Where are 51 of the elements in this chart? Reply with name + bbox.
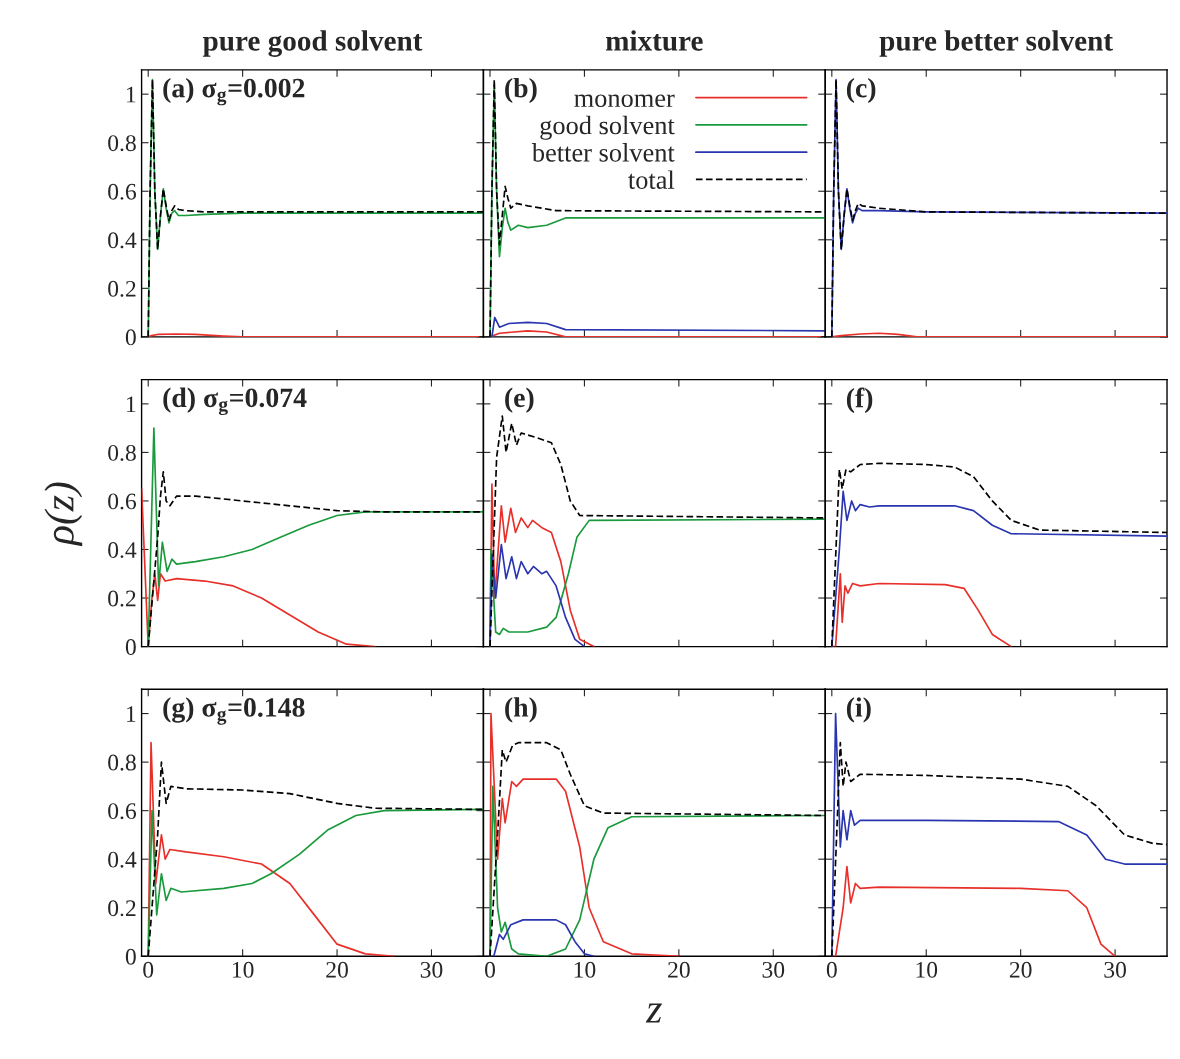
legend-label: better solvent [531, 143, 675, 162]
x-tick-label: 20 [326, 961, 348, 978]
annotation: (b) [505, 77, 537, 104]
annotation: (i) [846, 697, 871, 723]
line-series [147, 808, 484, 957]
y-tick-label: 0.4 [108, 232, 137, 249]
legend-label: good solvent [540, 115, 675, 140]
x-tick-label: 0 [485, 961, 496, 978]
x-tick-label: 20 [1009, 961, 1032, 978]
y-tick-label: 0.2 [108, 900, 136, 917]
chart-title: pure good solvent [202, 30, 423, 57]
y-tick-label: 0.8 [108, 444, 136, 461]
y-tick-label: 0.6 [108, 803, 137, 820]
y-tick-label: 1 [127, 86, 136, 103]
y-tick-label: 0.2 [108, 280, 136, 297]
x-tick-label: 10 [574, 961, 596, 978]
annotation: (e) [505, 387, 534, 413]
y-tick-label: 0 [125, 948, 136, 965]
x-tick-label: 30 [1104, 961, 1126, 978]
y-tick-label: 0.4 [108, 851, 137, 868]
annotation: (g) σ$_{g}$=0.148 [163, 697, 305, 725]
chart-title: pure better solvent [879, 30, 1113, 57]
y-tick-label: 0 [125, 639, 136, 655]
annotation: (f) [846, 387, 873, 414]
y-tick-label: 1 [127, 396, 136, 413]
x-tick-label: 30 [762, 961, 785, 978]
annotation: (h) [505, 697, 537, 723]
y-tick-label: 0.2 [108, 590, 136, 607]
x-tick-label: 30 [420, 961, 443, 978]
y-tick-label: 0.8 [108, 135, 136, 152]
y-tick-label: 0.6 [108, 493, 137, 510]
x-tick-label: 0 [143, 961, 154, 978]
x-tick-label: 0 [826, 961, 837, 978]
x-tick-label: 20 [668, 961, 690, 978]
y-tick-label: 0.6 [108, 183, 137, 200]
y-tick-label: 0.4 [108, 541, 137, 559]
legend-label: total [628, 170, 675, 189]
x-tick-label: 10 [916, 961, 938, 978]
y-tick-label: 0.8 [108, 754, 136, 771]
chart-title: mixture [605, 30, 703, 51]
line-series [147, 427, 484, 647]
legend-label: monomer [574, 94, 675, 108]
annotation: (c) [846, 77, 876, 104]
x-axis-title: z [645, 1003, 662, 1023]
x-tick-label: 10 [232, 961, 254, 978]
y-tick-label: 1 [127, 706, 136, 722]
line-series [147, 741, 395, 957]
y-axis-title: ρ(z) [44, 482, 83, 547]
annotation: (d) σ$_{g}$=0.074 [163, 387, 307, 415]
y-tick-label: 0 [125, 329, 136, 346]
annotation: (a) σ$_{g}$=0.002 [163, 77, 305, 106]
